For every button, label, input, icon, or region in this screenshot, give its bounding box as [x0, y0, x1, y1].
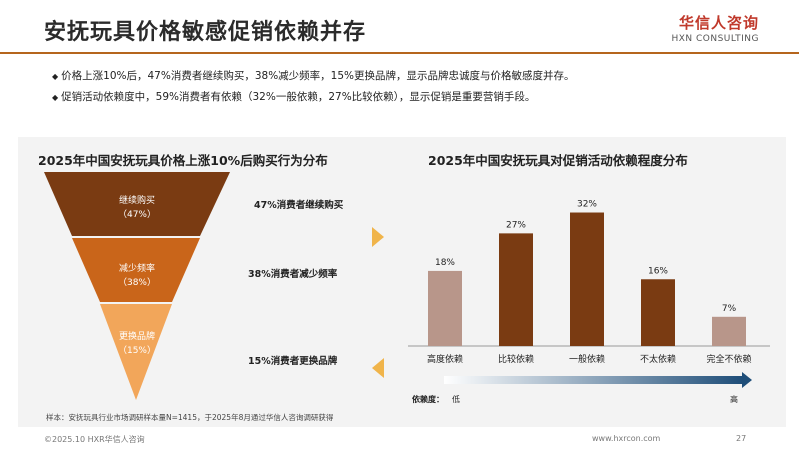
funnel-stage-value: （47%）: [117, 210, 156, 220]
bullet-text: 促销活动依赖度中，59%消费者有依赖（32%一般依赖，27%比较依赖），显示促销…: [61, 91, 536, 103]
funnel-stage-name: 更换品牌: [118, 332, 155, 342]
bar-chart-title: 2025年中国安抚玩具对促销活动依赖程度分布: [428, 153, 688, 168]
funnel-label-continue: 继续购买 （47%）: [97, 194, 177, 222]
dependency-scale-bar: [444, 376, 742, 384]
page-title: 安抚玩具价格敏感促销依赖并存: [44, 20, 367, 45]
bullet-text: 价格上涨10%后，47%消费者继续购买，38%减少频率，15%更换品牌，显示品牌…: [61, 70, 575, 82]
category-label: 一般依赖: [569, 353, 605, 365]
category-label: 比较依赖: [498, 353, 534, 365]
funnel-stage-name: 继续购买: [118, 196, 155, 206]
funnel-stage-continue: [44, 172, 230, 236]
funnel-stage-value: （15%）: [117, 346, 156, 356]
category-label: 完全不依赖: [706, 353, 751, 365]
bar: [499, 233, 533, 346]
logo-text-cn: 华信人咨询: [678, 14, 759, 32]
copyright-text: ©2025.10 HXR华信人咨询: [44, 435, 145, 444]
bar-value-label: 18%: [435, 258, 455, 268]
bar-value-label: 7%: [722, 304, 737, 314]
bar-value-label: 27%: [506, 220, 526, 230]
scale-arrow-icon: [742, 372, 752, 388]
funnel-label-reduce: 减少频率 （38%）: [97, 262, 177, 290]
logo-text-en: HXN CONSULTING: [671, 34, 759, 44]
arrow-left-icon: [372, 358, 384, 378]
bar: [570, 212, 604, 346]
funnel-stage-name: 减少频率: [118, 264, 155, 274]
bar-value-label: 16%: [648, 266, 668, 276]
diamond-bullet-icon: ◆: [52, 72, 59, 81]
funnel-desc-switch: 15%消费者更换品牌: [248, 356, 338, 367]
page-number: 27: [736, 434, 747, 443]
bullet-item: ◆ 促销活动依赖度中，59%消费者有依赖（32%一般依赖，27%比较依赖），显示促…: [52, 87, 575, 108]
arrow-right-icon: [372, 227, 384, 247]
scale-low-label: 低: [452, 395, 460, 404]
website-link[interactable]: www.hxrcon.com: [592, 434, 661, 443]
funnel-desc-reduce: 38%消费者减少频率: [248, 269, 338, 280]
bar: [428, 270, 462, 346]
bar: [641, 279, 675, 346]
category-label: 不太依赖: [640, 353, 676, 365]
scale-label: 依赖度：: [412, 395, 444, 404]
scale-high-label: 高: [730, 395, 738, 404]
diamond-bullet-icon: ◆: [52, 93, 59, 102]
header-divider: [0, 52, 799, 54]
bar-value-label: 32%: [577, 200, 597, 210]
funnel-chart-title: 2025年中国安抚玩具价格上涨10%后购买行为分布: [38, 153, 328, 168]
category-label: 高度依赖: [427, 353, 463, 365]
company-logo: 华信人咨询 HXN CONSULTING: [671, 12, 759, 44]
bar: [712, 316, 746, 346]
funnel-stage-switch: [100, 304, 172, 400]
funnel-stage-reduce: [72, 238, 200, 302]
bullet-item: ◆ 价格上涨10%后，47%消费者继续购买，38%减少频率，15%更换品牌，显示品…: [52, 66, 575, 87]
sample-note: 样本：安抚玩具行业市场调研样本量N=1415，于2025年8月通过华信人咨询调研…: [46, 413, 334, 422]
summary-bullets: ◆ 价格上涨10%后，47%消费者继续购买，38%减少频率，15%更换品牌，显示品…: [52, 66, 575, 108]
funnel-stage-value: （38%）: [117, 278, 156, 288]
funnel-label-switch: 更换品牌 （15%）: [97, 330, 177, 358]
funnel-desc-continue: 47%消费者继续购买: [254, 200, 344, 211]
